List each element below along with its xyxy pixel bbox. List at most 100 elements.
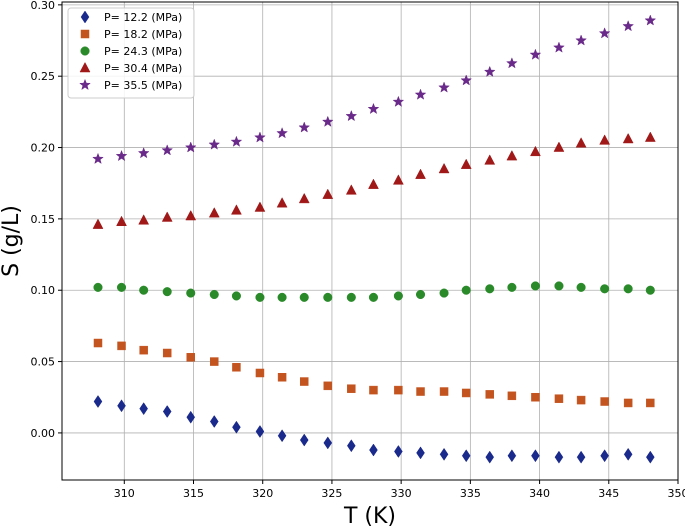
x-tick-label: 310: [114, 487, 135, 500]
data-point-diamond: [439, 447, 449, 461]
data-point-diamond: [186, 410, 196, 424]
data-point-triangle: [644, 131, 656, 142]
data-point-star: [598, 27, 611, 39]
y-tick-label: 0.00: [31, 427, 56, 440]
data-point-square: [600, 397, 609, 406]
data-point-square: [439, 387, 449, 396]
data-point-diamond: [277, 429, 287, 443]
data-point-triangle: [116, 215, 127, 226]
data-point-triangle: [368, 178, 379, 189]
data-point-square: [347, 384, 356, 393]
data-point-diamond: [531, 449, 540, 463]
legend-label: P= 30.4 (MPa): [104, 62, 182, 75]
data-point-star: [254, 131, 266, 143]
data-point-triangle: [138, 214, 150, 225]
data-point-square: [554, 394, 564, 403]
legend-label: P= 35.5 (MPa): [104, 79, 182, 92]
data-point-circle: [368, 292, 379, 302]
legend-marker-triangle: [79, 61, 91, 73]
data-point-star: [553, 41, 565, 53]
data-point-square: [186, 353, 195, 362]
data-point-triangle: [298, 192, 310, 204]
data-point-triangle: [415, 168, 426, 179]
data-point-circle: [645, 285, 655, 295]
data-point-triangle: [506, 150, 518, 161]
data-point-diamond: [576, 450, 586, 464]
data-point-triangle: [530, 145, 541, 157]
data-point-square: [369, 385, 378, 395]
data-point-square: [416, 387, 425, 396]
data-point-circle: [162, 287, 172, 297]
data-point-triangle: [622, 132, 634, 144]
legend-marker-diamond: [80, 10, 90, 24]
data-point-triangle: [161, 211, 173, 222]
data-point-circle: [554, 281, 564, 291]
data-point-star: [92, 152, 104, 164]
series-triangle: [92, 131, 656, 229]
data-point-star: [505, 57, 518, 69]
y-tick-label: 0.05: [31, 356, 56, 369]
data-point-diamond: [93, 395, 103, 408]
data-point-square: [139, 345, 148, 355]
data-point-square: [623, 398, 633, 408]
series-square: [93, 338, 655, 408]
data-point-triangle: [599, 134, 611, 145]
data-point-star: [438, 81, 450, 93]
x-tick-label: 320: [252, 487, 273, 500]
data-point-star: [345, 109, 358, 122]
data-point-square: [277, 373, 287, 382]
legend-marker-star: [79, 78, 91, 91]
data-point-triangle: [208, 207, 220, 218]
data-point-circle: [415, 289, 426, 300]
data-point-star: [644, 14, 657, 26]
data-point-circle: [439, 288, 449, 298]
data-point-diamond: [416, 446, 425, 460]
y-tick-label: 0.30: [31, 0, 56, 12]
data-point-circle: [277, 292, 287, 302]
data-point-star: [483, 65, 496, 77]
data-point-square: [210, 357, 219, 366]
legend-marker-square: [80, 29, 90, 39]
x-axis-ticks: 310 315 320 325 330 335 340 345 350: [114, 480, 685, 500]
data-point-circle: [576, 282, 586, 292]
data-point-diamond: [323, 436, 333, 450]
data-point-diamond: [209, 415, 219, 428]
data-point-star: [392, 95, 405, 107]
legend-label: P= 12.2 (MPa): [104, 11, 182, 24]
data-point-triangle: [92, 218, 104, 229]
data-point-circle: [530, 281, 540, 291]
data-point-triangle: [276, 197, 288, 208]
data-point-circle: [93, 282, 103, 292]
legend-label: P= 24.3 (MPa): [104, 45, 182, 58]
x-tick-label: 325: [321, 487, 342, 500]
data-point-circle: [461, 285, 471, 295]
data-point-circle: [600, 284, 610, 294]
data-point-diamond: [255, 425, 265, 438]
data-point-star: [575, 34, 588, 46]
data-point-star: [414, 88, 427, 100]
y-tick-label: 0.15: [31, 213, 56, 226]
data-point-triangle: [553, 141, 565, 152]
data-point-diamond: [507, 449, 517, 463]
data-point-circle: [393, 291, 403, 301]
data-point-diamond: [162, 405, 172, 418]
data-point-square: [576, 395, 586, 405]
data-points: [92, 14, 657, 464]
data-point-diamond: [485, 450, 495, 464]
data-point-circle: [507, 282, 517, 292]
data-point-square: [323, 381, 333, 391]
data-point-square: [162, 348, 172, 358]
x-tick-label: 350: [668, 487, 685, 500]
data-point-square: [299, 377, 309, 386]
data-point-diamond: [600, 449, 609, 463]
x-tick-label: 315: [183, 487, 204, 500]
data-point-triangle: [438, 162, 450, 174]
data-point-triangle: [231, 204, 242, 215]
data-point-circle: [323, 292, 333, 302]
data-point-star: [529, 48, 542, 60]
data-point-triangle: [460, 158, 472, 169]
data-point-triangle: [484, 154, 496, 165]
plot-frame: [61, 1, 679, 481]
